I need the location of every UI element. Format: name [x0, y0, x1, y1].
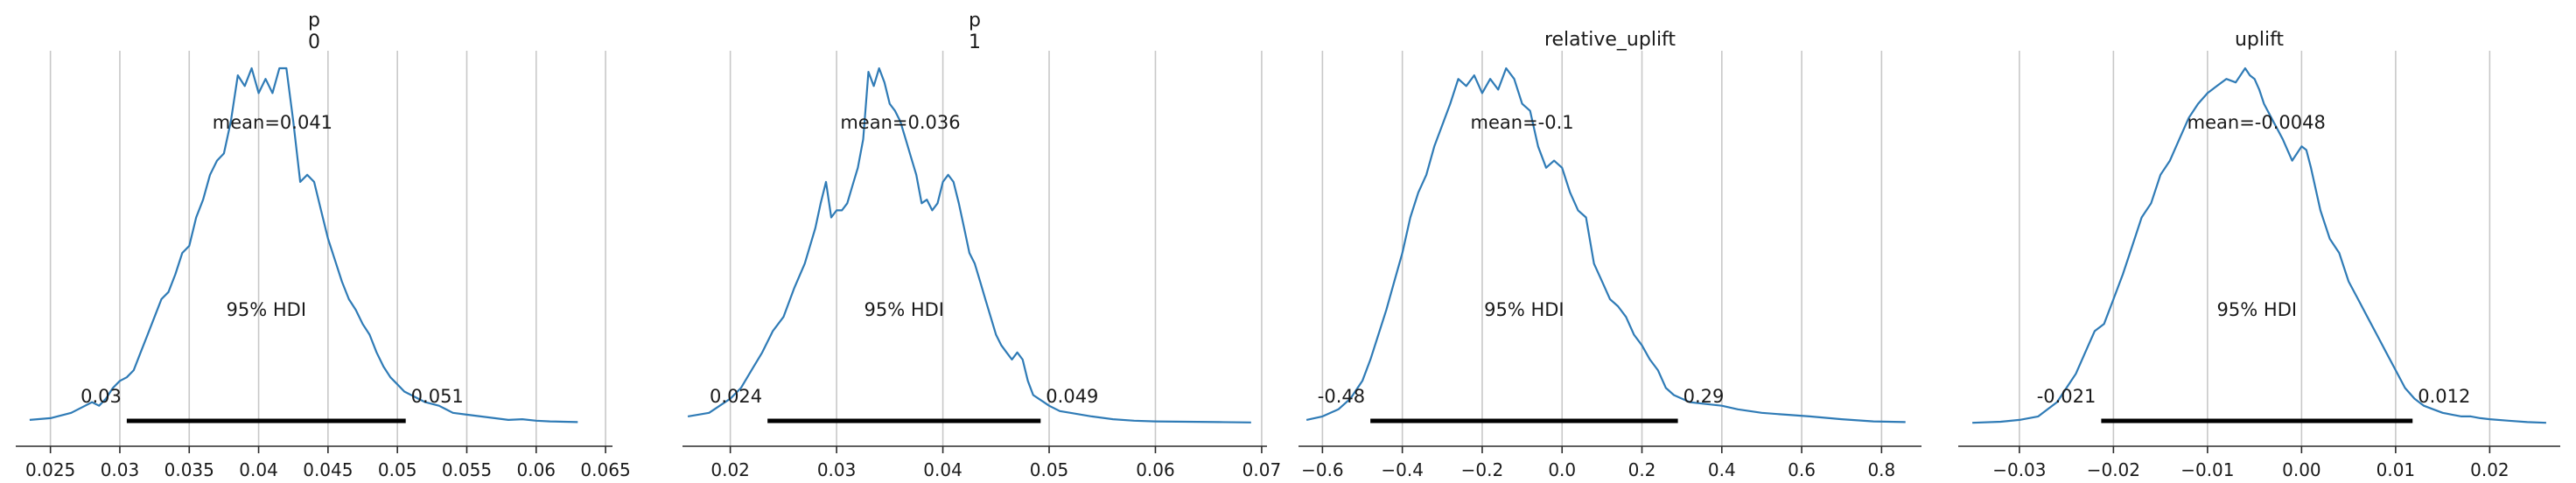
- hdi-low-label: 0.024: [710, 386, 762, 407]
- tick-label-0: 0.025: [25, 459, 75, 480]
- tick-label-2: 0.04: [923, 459, 962, 480]
- tick-label-2: 0.035: [164, 459, 214, 480]
- tick-label-5: 0.4: [1708, 459, 1736, 480]
- density-curve: [29, 66, 578, 424]
- mean-label: mean=0.041: [213, 112, 332, 133]
- tick-label-5: 0.05: [378, 459, 417, 480]
- panel-title-line-1: p: [308, 10, 320, 32]
- tick-label-0: −0.03: [1992, 459, 2046, 480]
- hdi-high-label: 0.049: [1046, 386, 1098, 407]
- tick-label-1: 0.03: [101, 459, 140, 480]
- hdi-low-label: 0.03: [80, 386, 122, 407]
- tick-label-4: 0.2: [1628, 459, 1656, 480]
- tick-label-3: 0.00: [2282, 459, 2321, 480]
- tick-label-6: 0.6: [1788, 459, 1816, 480]
- hdi-high-label: 0.29: [1684, 386, 1725, 407]
- hdi-high-label: 0.012: [2418, 386, 2470, 407]
- panel-title-line-1: p: [969, 10, 981, 32]
- tick-label-4: 0.01: [2376, 459, 2416, 480]
- panel-title-line-2: 1: [969, 32, 981, 53]
- tick-label-3: 0.0: [1548, 459, 1576, 480]
- panel-title: relative_uplift: [1544, 29, 1676, 51]
- density-curve: [687, 66, 1251, 424]
- tick-label-6: 0.055: [442, 459, 492, 480]
- hdi-label: 95% HDI: [864, 299, 944, 320]
- tick-label-1: −0.02: [2087, 459, 2140, 480]
- tick-label-4: 0.045: [303, 459, 353, 480]
- tick-label-8: 0.065: [580, 459, 630, 480]
- tick-label-1: 0.03: [817, 459, 857, 480]
- mean-label: mean=0.036: [840, 112, 960, 133]
- tick-label-2: −0.2: [1461, 459, 1504, 480]
- hdi-label: 95% HDI: [2217, 299, 2298, 320]
- hdi-high-label: 0.051: [411, 386, 464, 407]
- tick-label-1: −0.4: [1381, 459, 1424, 480]
- density-curve: [1972, 66, 2546, 424]
- tick-label-7: 0.8: [1867, 459, 1895, 480]
- panel-title: uplift: [2235, 29, 2284, 51]
- tick-label-3: 0.04: [239, 459, 278, 480]
- mean-label: mean=-0.0048: [2188, 112, 2326, 133]
- tick-label-5: 0.07: [1242, 459, 1282, 480]
- tick-label-3: 0.05: [1030, 459, 1069, 480]
- tick-label-0: 0.02: [710, 459, 750, 480]
- hdi-low-label: -0.021: [2037, 386, 2096, 407]
- panel-3: −0.03 −0.02 −0.01 0.00 0.01 0.02 uplift mean=-0…: [1958, 29, 2560, 480]
- panel-0: 0.025 0.03 0.035 0.04 0.045 0.05 0.055 0.06 0.06…: [16, 10, 631, 480]
- tick-label-7: 0.06: [517, 459, 556, 480]
- mean-label: mean=-0.1: [1471, 112, 1574, 133]
- tick-label-2: −0.01: [2180, 459, 2234, 480]
- panels: 0.025 0.03 0.035 0.04 0.045 0.05 0.055 0.06 0.06…: [16, 10, 2560, 480]
- hdi-low-label: -0.48: [1318, 386, 1365, 407]
- panel-1: 0.02 0.03 0.04 0.05 0.06 0.07 p1 mean=0.036 95% …: [682, 10, 1281, 480]
- tick-label-5: 0.02: [2470, 459, 2510, 480]
- hdi-label: 95% HDI: [227, 299, 307, 320]
- tick-label-0: −0.6: [1301, 459, 1344, 480]
- tick-label-4: 0.06: [1136, 459, 1175, 480]
- hdi-label: 95% HDI: [1484, 299, 1564, 320]
- panel-2: −0.6 −0.4 −0.2 0.0 0.2 0.4 0.6 0.8 relative_upli…: [1298, 29, 1922, 480]
- panel-title-line-2: 0: [308, 32, 320, 53]
- density-curve: [1306, 66, 1906, 424]
